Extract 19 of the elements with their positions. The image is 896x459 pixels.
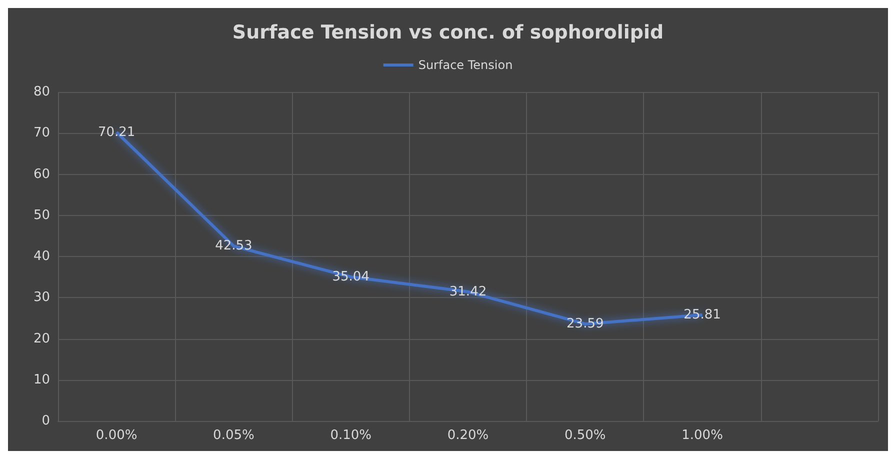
data-label: 70.21 [98,124,136,140]
y-tick-label: 0 [42,414,50,428]
y-tick-label: 30 [33,290,50,306]
x-tick-label: 0.20% [447,428,489,443]
y-tick-label: 40 [33,249,50,264]
x-tick-label: 0.10% [330,428,372,443]
x-tick-label: 0.00% [96,428,138,443]
x-tick-label: 0.50% [564,428,606,443]
y-tick-label: 80 [33,84,50,100]
legend-label: Surface Tension [418,58,513,72]
x-tick-label: 1.00% [682,428,723,443]
y-tick-label: 60 [33,166,50,182]
data-label: 25.81 [684,307,721,322]
y-tick-label: 50 [33,208,50,223]
chart-title: Surface Tension vs conc. of sophorolipid [232,22,664,44]
y-tick-label: 70 [33,126,50,141]
y-tick-label: 10 [33,372,50,388]
x-tick-label: 0.05% [213,428,254,443]
y-tick-label: 20 [33,331,50,346]
